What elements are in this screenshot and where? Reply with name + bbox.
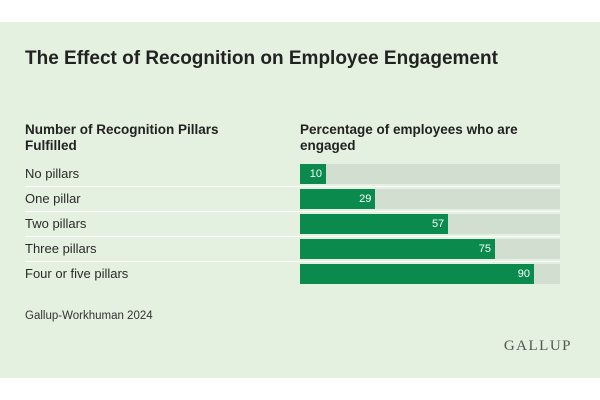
category-label: Four or five pillars — [25, 266, 129, 281]
bar — [300, 264, 534, 284]
bar-value-label: 29 — [359, 193, 372, 205]
chart-panel: The Effect of Recognition on Employee En… — [0, 22, 600, 378]
value-column-header: Percentage of employees who are engaged — [300, 122, 518, 153]
row-divider — [25, 236, 560, 237]
category-label: Three pillars — [25, 241, 97, 256]
source-note: Gallup-Workhuman 2024 — [25, 310, 153, 322]
gallup-logo: GALLUP — [503, 338, 572, 354]
category-label: One pillar — [25, 191, 81, 206]
bar-value-label: 90 — [517, 268, 530, 280]
row-divider — [25, 186, 560, 187]
bar — [300, 164, 326, 184]
bar-value-label: 57 — [431, 218, 445, 230]
row-divider — [25, 261, 560, 262]
bar — [300, 189, 376, 209]
bar-track — [300, 164, 560, 184]
category-label: Two pillars — [25, 216, 87, 231]
bar-value-label: 10 — [309, 168, 322, 180]
bar — [300, 239, 495, 259]
bar — [300, 214, 449, 234]
row-divider — [25, 211, 560, 212]
category-column-header: Number of Recognition Pillars Fulfilled — [25, 122, 219, 153]
category-label: No pillars — [25, 166, 80, 181]
bar-value-label: 75 — [478, 243, 491, 255]
chart-title: The Effect of Recognition on Employee En… — [25, 48, 498, 69]
